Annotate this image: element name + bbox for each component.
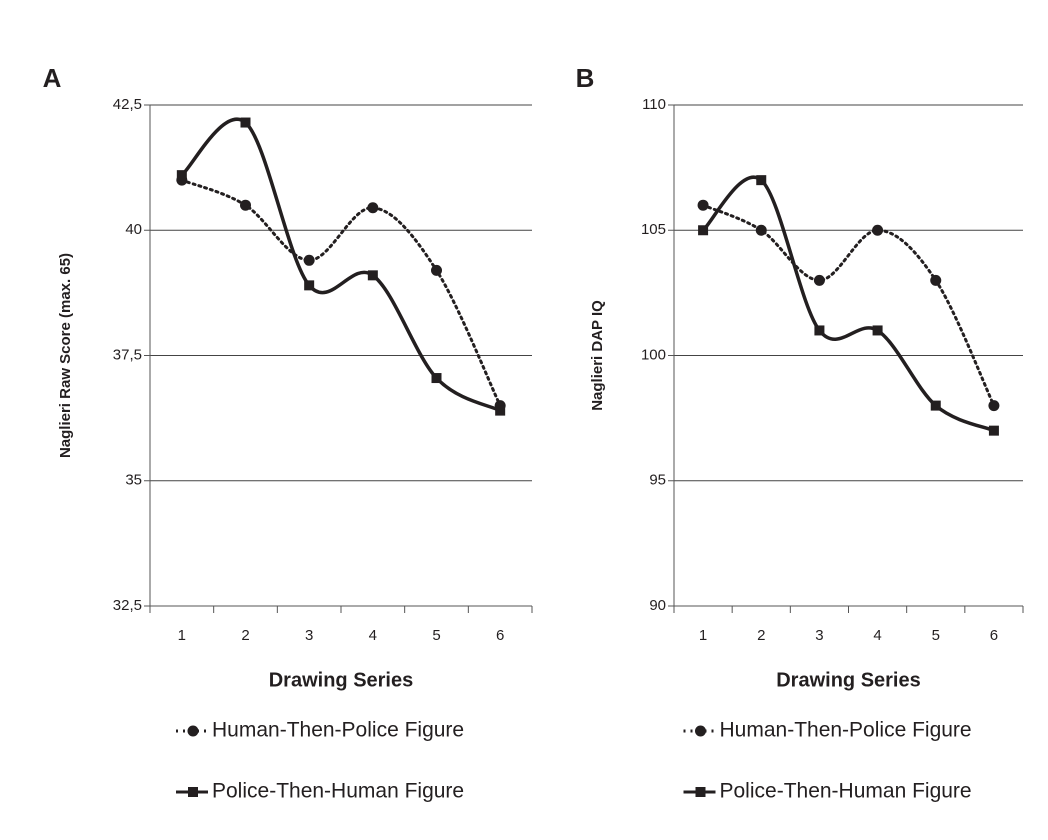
- legend-label: Police-Then-Human Figure: [212, 780, 464, 803]
- point: [814, 325, 825, 336]
- point: [176, 170, 187, 181]
- y-axis-title: Naglieri DAP IQ: [589, 300, 606, 411]
- x-tick-label: 1: [178, 627, 186, 644]
- point: [304, 280, 315, 291]
- legend-marker: [187, 725, 199, 737]
- y-tick-label: 90: [649, 597, 666, 614]
- series-line: [180, 178, 502, 408]
- point: [813, 274, 825, 286]
- point: [367, 270, 378, 281]
- y-tick-label: 42,5: [113, 96, 142, 113]
- legend-label: Human-Then-Police Figure: [212, 719, 464, 742]
- x-tick-label: 3: [815, 627, 823, 644]
- x-tick-label: 3: [305, 627, 313, 644]
- y-tick-label: 35: [125, 472, 142, 489]
- point: [431, 264, 442, 276]
- x-axis-title: Drawing Series: [776, 669, 921, 691]
- legend-marker: [188, 787, 198, 797]
- x-tick-label: 4: [369, 627, 377, 644]
- legend-label: Human-Then-Police Figure: [720, 719, 972, 742]
- y-tick-label: 105: [641, 221, 666, 238]
- point: [988, 425, 999, 436]
- y-tick-label: 100: [641, 346, 666, 363]
- legend-marker: [695, 787, 706, 797]
- legend-label: Police-Then-Human Figure: [720, 780, 972, 803]
- x-tick-label: 6: [496, 627, 504, 644]
- series-line: [701, 175, 996, 433]
- series-line: [701, 203, 996, 408]
- x-tick-label: 4: [873, 627, 881, 644]
- point: [872, 325, 883, 336]
- point: [930, 274, 942, 286]
- y-tick-label: 110: [642, 96, 666, 113]
- x-tick-label: 2: [757, 627, 765, 644]
- point: [988, 400, 1000, 412]
- x-tick-label: 5: [932, 627, 940, 644]
- y-tick-label: 32,5: [113, 597, 142, 614]
- y-tick-label: 37,5: [113, 346, 142, 363]
- x-tick-label: 1: [699, 627, 707, 644]
- x-tick-label: 2: [241, 627, 249, 644]
- x-tick-label: 6: [990, 627, 998, 644]
- point: [872, 224, 884, 236]
- point: [698, 225, 709, 236]
- legend-marker: [695, 725, 706, 737]
- y-tick-label: 40: [125, 221, 142, 238]
- series-line: [180, 117, 502, 413]
- point: [367, 202, 379, 214]
- point: [697, 199, 709, 211]
- point: [240, 117, 251, 128]
- panel-label: B: [576, 63, 595, 93]
- point: [755, 224, 767, 236]
- x-axis-title: Drawing Series: [269, 669, 414, 691]
- y-tick-label: 95: [649, 472, 666, 489]
- point: [431, 373, 442, 384]
- point: [756, 175, 767, 186]
- point: [930, 400, 941, 411]
- panel-label: A: [43, 63, 62, 93]
- y-axis-title: Naglieri Raw Score (max. 65): [57, 253, 74, 458]
- point: [240, 199, 251, 211]
- point: [495, 405, 506, 416]
- point: [303, 254, 315, 266]
- x-tick-label: 5: [432, 627, 440, 644]
